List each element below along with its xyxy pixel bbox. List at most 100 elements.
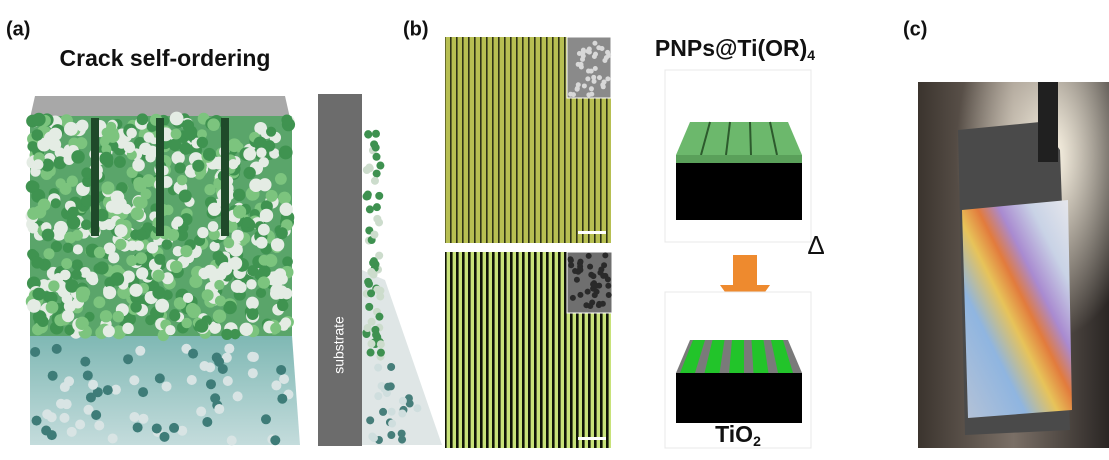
particle <box>48 371 58 381</box>
particle <box>48 280 59 291</box>
particle <box>260 209 273 222</box>
particle <box>63 243 73 253</box>
particle <box>363 192 371 200</box>
particle <box>62 399 72 409</box>
crack <box>221 118 229 236</box>
particle <box>281 114 292 125</box>
particle <box>32 113 46 127</box>
texture <box>581 48 586 53</box>
texture <box>606 292 612 298</box>
particle <box>270 435 280 445</box>
particle <box>179 189 192 202</box>
particle <box>81 219 92 230</box>
particle <box>154 254 165 265</box>
particle <box>137 113 149 125</box>
particle <box>32 416 42 426</box>
particle <box>375 192 383 200</box>
particle <box>364 324 372 332</box>
particle <box>379 408 387 416</box>
particle <box>52 344 62 354</box>
particle <box>375 313 383 321</box>
particle <box>75 419 85 429</box>
particle <box>221 329 232 340</box>
particle <box>138 414 148 424</box>
particle <box>248 368 258 378</box>
particle <box>247 352 257 362</box>
particle <box>159 432 169 442</box>
texture <box>597 75 602 80</box>
particle <box>122 323 133 334</box>
particle <box>177 175 187 185</box>
particle <box>197 227 208 238</box>
particle <box>413 404 421 412</box>
particle <box>183 127 196 140</box>
particle <box>101 181 114 194</box>
particle <box>95 261 108 274</box>
particle <box>213 309 226 322</box>
particle <box>60 382 70 392</box>
particle <box>203 148 216 161</box>
particle <box>205 362 215 372</box>
particle <box>277 394 287 404</box>
particle <box>72 230 83 241</box>
particle <box>32 288 45 301</box>
texture <box>582 83 587 88</box>
texture <box>585 289 591 295</box>
particle <box>131 207 144 220</box>
particle <box>271 380 281 390</box>
panel-label: (a) <box>6 18 30 40</box>
texture <box>605 76 610 81</box>
particle <box>366 416 374 424</box>
particle <box>129 412 139 422</box>
particle <box>48 138 61 151</box>
particle <box>369 259 377 267</box>
particle <box>186 303 199 316</box>
particle <box>46 301 59 314</box>
particle <box>91 410 101 420</box>
texture <box>589 86 594 91</box>
particle <box>123 354 133 364</box>
texture <box>593 66 598 71</box>
texture <box>577 292 583 298</box>
particle <box>173 216 183 226</box>
particle <box>367 268 375 276</box>
particle <box>367 349 375 357</box>
particle <box>174 162 185 173</box>
particle <box>202 289 214 301</box>
particle <box>242 217 253 228</box>
particle <box>67 427 77 437</box>
panel-label: (b) <box>403 18 429 40</box>
crack <box>156 118 164 236</box>
particle <box>133 422 143 432</box>
texture <box>585 76 590 81</box>
particle <box>183 293 193 303</box>
particle <box>29 181 40 192</box>
block <box>676 163 802 220</box>
particle <box>76 287 89 300</box>
particle <box>366 205 374 213</box>
particle <box>388 420 396 428</box>
particle <box>243 148 256 161</box>
particle <box>171 129 182 140</box>
particle <box>373 170 381 178</box>
particle <box>80 357 90 367</box>
texture <box>570 295 576 301</box>
particle <box>134 241 144 251</box>
particle <box>55 178 65 188</box>
texture <box>567 256 573 262</box>
particle <box>227 436 237 446</box>
particle <box>375 252 383 260</box>
texture <box>589 92 594 97</box>
particle <box>103 286 116 299</box>
particle <box>27 207 40 220</box>
texture <box>572 268 578 274</box>
particle <box>387 363 395 371</box>
particle <box>208 203 221 216</box>
particle <box>94 247 105 258</box>
particle <box>374 364 382 372</box>
particle <box>195 319 209 333</box>
particle <box>246 279 256 289</box>
particle <box>180 142 192 154</box>
particle <box>258 276 270 288</box>
panel-title: Crack self-ordering <box>60 45 271 71</box>
